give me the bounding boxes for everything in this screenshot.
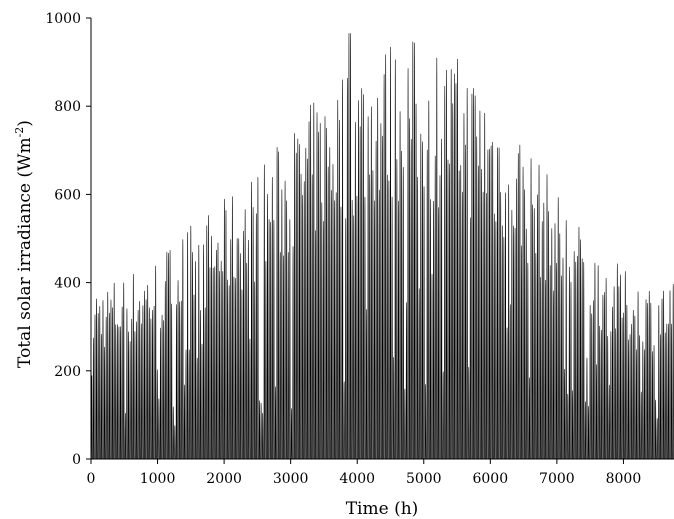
x-tick-label: 1000 — [140, 471, 176, 487]
y-axis-label: Total solar irradiance (Wm-2) — [13, 120, 35, 368]
y-axis-label-main: Total solar irradiance (Wm — [15, 137, 35, 368]
axes: 0 200 400 600 800 1000 0 1000 2000 3000 4000 5000 60… — [45, 11, 674, 487]
x-tick-label: 2000 — [206, 471, 242, 487]
y-tick-label: 0 — [72, 452, 81, 468]
y-tick-label: 800 — [54, 99, 81, 115]
x-tick-label: 4000 — [339, 471, 375, 487]
irradiance-series-line — [90, 33, 674, 460]
x-tick-label: 8000 — [606, 471, 642, 487]
x-axis-label: Time (h) — [346, 499, 419, 519]
y-tick-label: 600 — [54, 187, 81, 203]
x-tick-label: 0 — [87, 471, 96, 487]
x-tick-label: 6000 — [472, 471, 508, 487]
y-axis-label-sup: -2 — [13, 127, 26, 138]
x-tick-label: 3000 — [273, 471, 309, 487]
x-tick-label: 5000 — [406, 471, 442, 487]
plot-area — [90, 33, 674, 460]
y-tick-label: 200 — [54, 364, 81, 380]
y-axis-label-close: ) — [15, 120, 35, 127]
y-tick-label: 400 — [54, 276, 81, 292]
x-tick-label: 7000 — [539, 471, 575, 487]
y-tick-label: 1000 — [45, 11, 81, 27]
